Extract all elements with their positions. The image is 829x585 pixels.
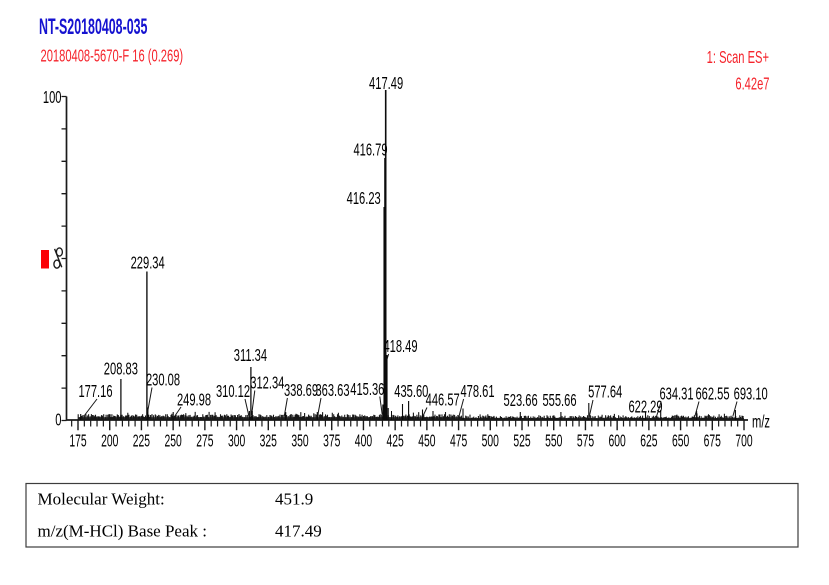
svg-text:435.60: 435.60 — [394, 381, 428, 401]
svg-text:312.34: 312.34 — [250, 373, 284, 393]
svg-text:175: 175 — [69, 432, 86, 452]
svg-text:417.49: 417.49 — [275, 522, 322, 541]
svg-text:416.79: 416.79 — [353, 140, 387, 160]
svg-text:177.16: 177.16 — [78, 381, 112, 401]
svg-text:100: 100 — [43, 87, 62, 107]
svg-text:311.34: 311.34 — [234, 345, 267, 365]
svg-text:625: 625 — [640, 432, 657, 452]
svg-text:1: Scan ES+: 1: Scan ES+ — [707, 47, 769, 67]
svg-text:350: 350 — [291, 432, 308, 452]
svg-text:400: 400 — [355, 432, 372, 452]
svg-text:555.66: 555.66 — [542, 390, 576, 410]
svg-text:478.61: 478.61 — [460, 381, 494, 401]
svg-text:451.9: 451.9 — [275, 490, 313, 509]
svg-text:310.12: 310.12 — [216, 381, 250, 401]
svg-text:525: 525 — [513, 432, 530, 452]
svg-text:249.98: 249.98 — [177, 390, 211, 410]
svg-text:650: 650 — [672, 432, 689, 452]
svg-text:634.31: 634.31 — [659, 384, 693, 404]
svg-text:500: 500 — [482, 432, 499, 452]
svg-text:577.64: 577.64 — [588, 382, 622, 402]
svg-text:446.57: 446.57 — [426, 390, 460, 410]
svg-text:6.42e7: 6.42e7 — [735, 74, 769, 94]
svg-text:450: 450 — [418, 432, 435, 452]
svg-text:338.69: 338.69 — [284, 380, 318, 400]
svg-text:275: 275 — [196, 432, 213, 452]
svg-text:20180408-5670-F 16 (0.269): 20180408-5670-F 16 (0.269) — [41, 46, 184, 66]
svg-text:523.66: 523.66 — [504, 390, 538, 410]
svg-text:363.63: 363.63 — [315, 380, 349, 400]
svg-text:418.49: 418.49 — [383, 336, 417, 356]
svg-text:375: 375 — [323, 432, 340, 452]
svg-text:417.49: 417.49 — [369, 73, 403, 93]
svg-text:NT-S20180408-035: NT-S20180408-035 — [39, 14, 147, 39]
svg-text:416.23: 416.23 — [347, 188, 381, 208]
svg-text:700: 700 — [735, 432, 752, 452]
svg-text:600: 600 — [609, 432, 626, 452]
svg-text:229.34: 229.34 — [131, 253, 165, 273]
svg-text:550: 550 — [545, 432, 562, 452]
svg-text:200: 200 — [101, 432, 118, 452]
svg-text:325: 325 — [260, 432, 277, 452]
svg-text:575: 575 — [577, 432, 594, 452]
svg-text:425: 425 — [387, 432, 404, 452]
svg-text:475: 475 — [450, 432, 467, 452]
svg-text:415.36: 415.36 — [350, 379, 384, 399]
svg-text:Molecular Weight:: Molecular Weight: — [38, 490, 165, 509]
svg-text:m/z(M-HCl) Base Peak :: m/z(M-HCl) Base Peak : — [38, 522, 208, 541]
svg-text:230.08: 230.08 — [146, 370, 180, 390]
svg-text:675: 675 — [704, 432, 721, 452]
svg-text:225: 225 — [133, 432, 150, 452]
svg-text:693.10: 693.10 — [734, 384, 768, 404]
svg-text:622.29: 622.29 — [628, 397, 662, 417]
svg-text:m/z: m/z — [752, 412, 770, 432]
svg-text:300: 300 — [228, 432, 245, 452]
svg-text:250: 250 — [165, 432, 182, 452]
svg-text:208.83: 208.83 — [104, 359, 138, 379]
svg-text:0: 0 — [55, 410, 61, 430]
svg-text:662.55: 662.55 — [695, 384, 729, 404]
